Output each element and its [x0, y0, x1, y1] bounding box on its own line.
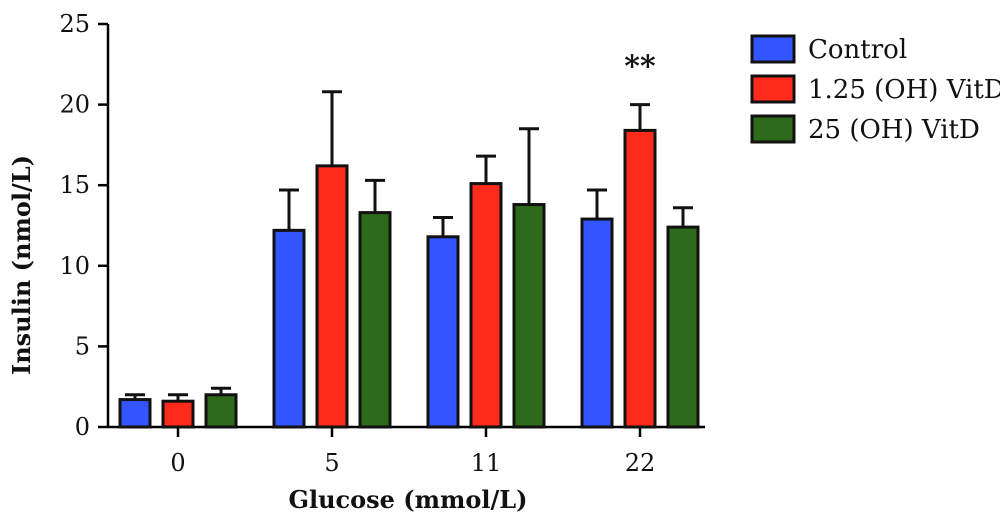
bar	[426, 235, 460, 429]
legend-swatch	[750, 114, 796, 144]
x-tick-label: 22	[625, 449, 656, 477]
significance-marker: **	[624, 50, 656, 85]
error-bars	[125, 90, 693, 402]
bar	[666, 225, 700, 429]
bar	[315, 164, 349, 429]
y-tick-label: 0	[75, 413, 90, 441]
legend-label: 25 (OH) VitD	[808, 115, 980, 145]
y-tick-label: 5	[75, 332, 90, 360]
y-tick-label: 20	[59, 91, 90, 119]
bar	[358, 211, 392, 429]
x-axis-title: Glucose (mmol/L)	[288, 485, 527, 514]
annotations: **	[624, 50, 656, 85]
y-tick-label: 25	[59, 10, 90, 38]
bar	[512, 203, 546, 429]
bars	[118, 128, 700, 429]
bar	[469, 182, 503, 429]
y-tick-label: 10	[59, 252, 90, 280]
legend-label: Control	[808, 35, 907, 65]
bar	[161, 399, 195, 429]
x-tick-label: 11	[471, 449, 502, 477]
bar	[580, 217, 614, 429]
bar	[623, 128, 657, 429]
bar	[118, 398, 152, 429]
legend: Control 1.25 (OH) VitD 25 (OH) VitD	[750, 34, 1000, 145]
y-axis-title: Insulin (nmol/L)	[7, 155, 36, 375]
legend-swatch	[750, 34, 796, 64]
y-tick-label: 15	[59, 171, 90, 199]
bar	[272, 228, 306, 429]
legend-label: 1.25 (OH) VitD	[808, 75, 1000, 105]
legend-swatch	[750, 74, 796, 104]
x-tick-label: 5	[324, 449, 339, 477]
x-tick-label: 0	[170, 449, 185, 477]
bar	[204, 393, 238, 429]
